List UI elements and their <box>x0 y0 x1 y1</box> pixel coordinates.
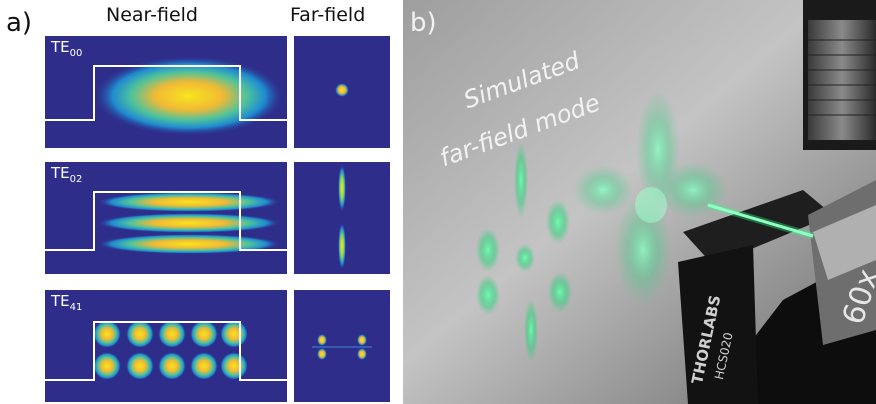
near-field-heading: Near-field <box>106 4 198 26</box>
near-field-te41-plot <box>45 320 287 381</box>
far-field-te00-plot <box>335 83 349 97</box>
far-field-te41 <box>294 290 390 402</box>
near-field-te41: TE41 <box>45 290 287 402</box>
near-field-te02: TE02 <box>45 162 287 274</box>
experiment-photo-art <box>403 0 876 404</box>
mode-label-te41: TE41 <box>51 292 83 313</box>
panel-b-label: b) <box>410 8 437 38</box>
experiment-photo <box>403 0 876 404</box>
far-field-te02-plot <box>338 164 346 270</box>
far-field-te02 <box>294 162 390 274</box>
mode-label-te02: TE02 <box>51 164 83 185</box>
far-field-heading: Far-field <box>290 4 366 26</box>
panel-a-label: a) <box>6 8 33 38</box>
near-field-te02-plot <box>45 191 287 254</box>
near-field-te00-plot <box>45 56 287 136</box>
near-field-te00: TE00 <box>45 36 287 148</box>
far-field-te41-plot <box>312 334 372 360</box>
mode-label-te00: TE00 <box>51 38 83 59</box>
far-field-te00 <box>294 36 390 148</box>
